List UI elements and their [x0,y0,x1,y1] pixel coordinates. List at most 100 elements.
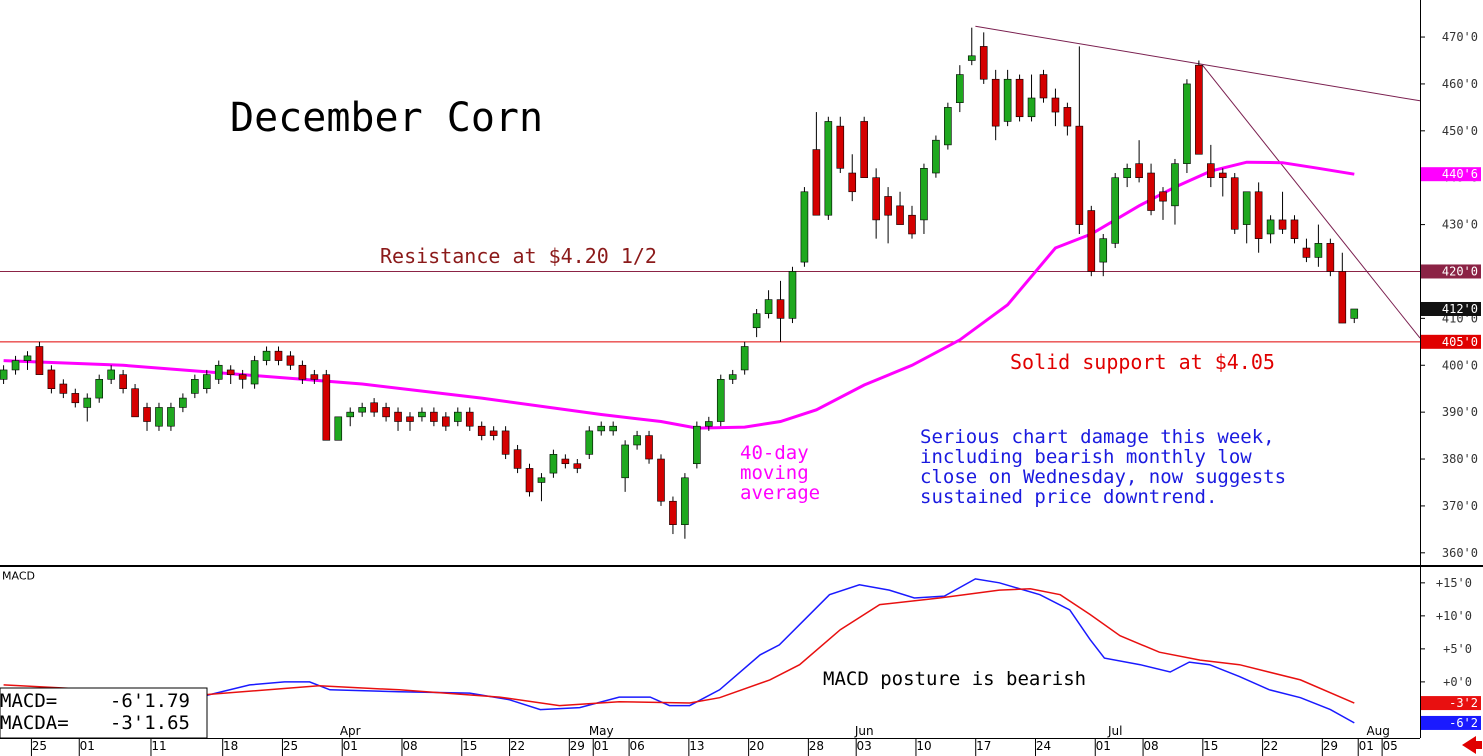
level-flag-box [1421,334,1481,349]
candle-body [896,205,904,225]
level-flag-box [1421,264,1481,279]
candle-body [11,360,20,371]
candle-body [155,407,163,427]
plot-layer: 360'0370'0380'0390'0400'0410'0420'0430'0… [0,25,1481,756]
ma-label: 40-day [740,442,809,464]
y2-tick-label: +15'0 [1436,576,1472,590]
readout-value: -3'1.65 [110,712,190,734]
y2-tick-label: +10'0 [1436,609,1472,623]
candle-body [991,78,1000,127]
x-tick-label: 17 [976,739,991,753]
ma-label: moving [740,462,809,484]
candle-body [1338,271,1347,324]
candle-body [657,458,665,502]
candle-body [1278,219,1287,230]
price-flag: 440'6 [1442,167,1478,181]
candle-body [1027,97,1036,118]
candle-body [609,425,617,432]
candle-body [788,271,797,319]
candle-body [262,350,271,361]
x-tick-label: 29 [1323,739,1338,753]
candle-body [1350,308,1359,319]
candle-body [477,425,486,436]
candle-body [800,191,809,263]
month-label: May [589,724,614,738]
x-tick-label: 22 [510,739,525,753]
candle-body [238,374,247,380]
trend-line [1202,64,1421,339]
candle-body [442,416,450,427]
candle-body [0,369,8,380]
candle-body [1099,238,1108,263]
x-tick-label: 10 [916,739,931,753]
candle-body [705,421,713,427]
price-flag-box [1421,301,1481,316]
x-tick-label: 25 [283,739,298,753]
candle-body [1326,243,1335,272]
x-tick-label: 05 [1382,739,1397,753]
candle-body [1195,64,1203,155]
candle-body [776,299,785,319]
candle-body [1135,163,1143,179]
candle-body [179,397,187,408]
candle-body [119,374,127,390]
candle-body [1051,97,1060,113]
candle-body [1111,177,1120,244]
candle-body [334,416,343,441]
resistance-label: Resistance at $4.20 1/2 [380,244,657,268]
y2-tick-label: +5'0 [1443,642,1472,656]
candle-body [83,397,92,408]
candle-body [202,374,211,390]
candle-body [71,393,80,404]
scroll-arrow[interactable] [1462,736,1482,754]
candle-body [956,74,964,103]
candle-body [908,214,916,235]
candle-body [1015,78,1024,118]
macd-flag: -6'2 [1449,716,1478,730]
x-tick-label: 28 [809,739,824,753]
candle-body [681,477,689,525]
support-label: Solid support at $4.05 [1010,350,1275,374]
candle-body [35,346,44,375]
candle-body [1159,191,1167,202]
x-tick-label: 25 [32,739,47,753]
readout-label: MACD= [0,690,57,712]
macd-flag-box [1421,696,1481,711]
candle-body [430,411,438,422]
candle-body [537,477,546,483]
candle-body [1254,191,1263,239]
candle-body [107,369,115,380]
candle-body [728,374,737,380]
candle-body [346,411,355,418]
x-tick-label: 08 [1143,739,1158,753]
candle-body [740,346,749,371]
candle-body [47,369,56,390]
chart-title: December Corn [230,95,543,141]
candle-body [95,379,104,399]
y-tick-label: 430'0 [1442,218,1478,232]
y-tick-label: 470'0 [1442,30,1478,44]
candle-body [932,139,940,174]
candle-body [860,121,868,179]
candle-body [621,444,629,479]
candle-body [418,411,426,418]
candle-body [1003,78,1012,122]
candle-body [525,468,534,493]
x-tick-label: 01 [80,739,95,753]
candle-body [752,313,761,329]
y-tick-label: 370'0 [1442,499,1478,513]
candle-body [191,379,199,394]
candle-body [1207,163,1215,179]
y-tick-label: 380'0 [1442,452,1478,466]
x-tick-label: 03 [857,739,872,753]
candle-body [872,177,880,221]
candle-body [310,374,319,380]
candle-body [836,125,845,169]
candle-body [669,500,677,525]
candle-body [967,55,976,61]
candle-body [358,407,366,413]
candle-body [693,425,701,465]
candle-body [59,383,68,394]
level-flag: 405'0 [1442,335,1478,349]
